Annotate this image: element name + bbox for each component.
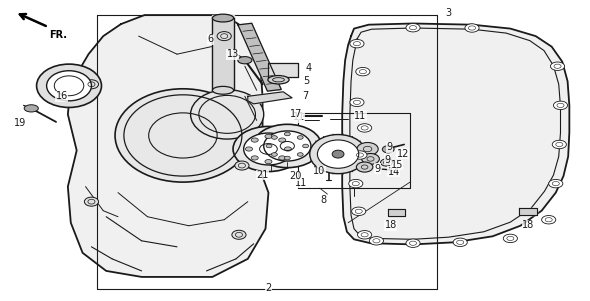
Ellipse shape [357, 142, 378, 156]
Ellipse shape [84, 197, 99, 206]
Ellipse shape [271, 153, 277, 156]
Ellipse shape [271, 136, 277, 139]
Ellipse shape [47, 71, 91, 101]
Text: 10: 10 [313, 166, 326, 176]
Text: 13: 13 [227, 49, 239, 59]
Ellipse shape [362, 154, 379, 164]
Ellipse shape [284, 132, 290, 136]
Ellipse shape [549, 179, 563, 188]
Polygon shape [212, 15, 234, 90]
Text: 18: 18 [385, 220, 396, 230]
Text: FR.: FR. [49, 30, 67, 40]
Text: 7: 7 [303, 91, 309, 101]
Text: 21: 21 [256, 170, 268, 180]
Ellipse shape [233, 126, 304, 172]
Ellipse shape [284, 156, 290, 160]
Polygon shape [238, 23, 281, 91]
Ellipse shape [310, 135, 366, 174]
Ellipse shape [235, 161, 249, 170]
Text: 5: 5 [303, 76, 310, 86]
Ellipse shape [369, 237, 384, 245]
Ellipse shape [542, 216, 556, 224]
Ellipse shape [217, 32, 231, 41]
Text: 17: 17 [290, 109, 302, 119]
Ellipse shape [297, 153, 303, 156]
Polygon shape [268, 63, 298, 77]
Ellipse shape [253, 124, 322, 168]
Ellipse shape [265, 160, 272, 164]
Text: 6: 6 [208, 34, 214, 44]
Ellipse shape [238, 57, 252, 64]
Ellipse shape [266, 144, 272, 148]
Ellipse shape [350, 39, 364, 48]
Polygon shape [248, 92, 292, 104]
Text: 12: 12 [396, 148, 409, 159]
Ellipse shape [84, 80, 99, 89]
Ellipse shape [353, 151, 367, 159]
Ellipse shape [251, 156, 258, 160]
Text: 18: 18 [522, 220, 534, 230]
Text: 15: 15 [391, 160, 403, 170]
Polygon shape [342, 23, 569, 244]
Ellipse shape [297, 136, 303, 139]
Text: 8: 8 [320, 195, 326, 205]
Text: 16: 16 [55, 91, 68, 101]
Ellipse shape [212, 86, 234, 94]
Ellipse shape [406, 239, 420, 247]
Text: 19: 19 [14, 118, 27, 129]
Ellipse shape [245, 147, 253, 151]
Ellipse shape [303, 144, 309, 148]
Text: 3: 3 [445, 8, 451, 18]
Ellipse shape [264, 131, 311, 161]
Polygon shape [68, 15, 268, 277]
Ellipse shape [550, 62, 565, 70]
Ellipse shape [465, 24, 479, 32]
Ellipse shape [553, 101, 568, 110]
Ellipse shape [317, 140, 359, 168]
Text: 9: 9 [385, 154, 391, 165]
Ellipse shape [115, 89, 251, 182]
Ellipse shape [278, 138, 286, 142]
Ellipse shape [24, 105, 38, 112]
Ellipse shape [244, 133, 293, 165]
Ellipse shape [232, 230, 246, 239]
Ellipse shape [381, 159, 392, 166]
Polygon shape [388, 209, 405, 216]
Ellipse shape [356, 67, 370, 76]
Text: 9: 9 [375, 163, 381, 174]
Text: 11: 11 [294, 178, 307, 188]
Ellipse shape [278, 156, 286, 160]
Ellipse shape [37, 64, 101, 107]
Ellipse shape [349, 179, 363, 188]
Ellipse shape [212, 14, 234, 22]
Ellipse shape [382, 146, 394, 153]
Text: 11: 11 [354, 111, 366, 121]
Ellipse shape [268, 76, 289, 84]
Ellipse shape [284, 147, 291, 151]
Ellipse shape [453, 238, 467, 247]
Ellipse shape [350, 98, 364, 107]
Text: 9: 9 [386, 142, 392, 153]
Ellipse shape [406, 23, 420, 32]
Ellipse shape [358, 124, 372, 132]
Text: 14: 14 [388, 166, 400, 177]
Ellipse shape [552, 140, 566, 149]
Text: 11: 11 [293, 112, 305, 123]
Ellipse shape [332, 150, 344, 158]
Polygon shape [519, 208, 537, 215]
Ellipse shape [358, 231, 372, 239]
Ellipse shape [503, 234, 517, 243]
Text: 2: 2 [266, 284, 271, 293]
Ellipse shape [265, 134, 272, 138]
Ellipse shape [191, 90, 264, 139]
Ellipse shape [352, 207, 366, 216]
Text: 4: 4 [306, 63, 312, 73]
Ellipse shape [251, 138, 258, 142]
Ellipse shape [356, 162, 373, 172]
Text: 20: 20 [289, 171, 301, 181]
